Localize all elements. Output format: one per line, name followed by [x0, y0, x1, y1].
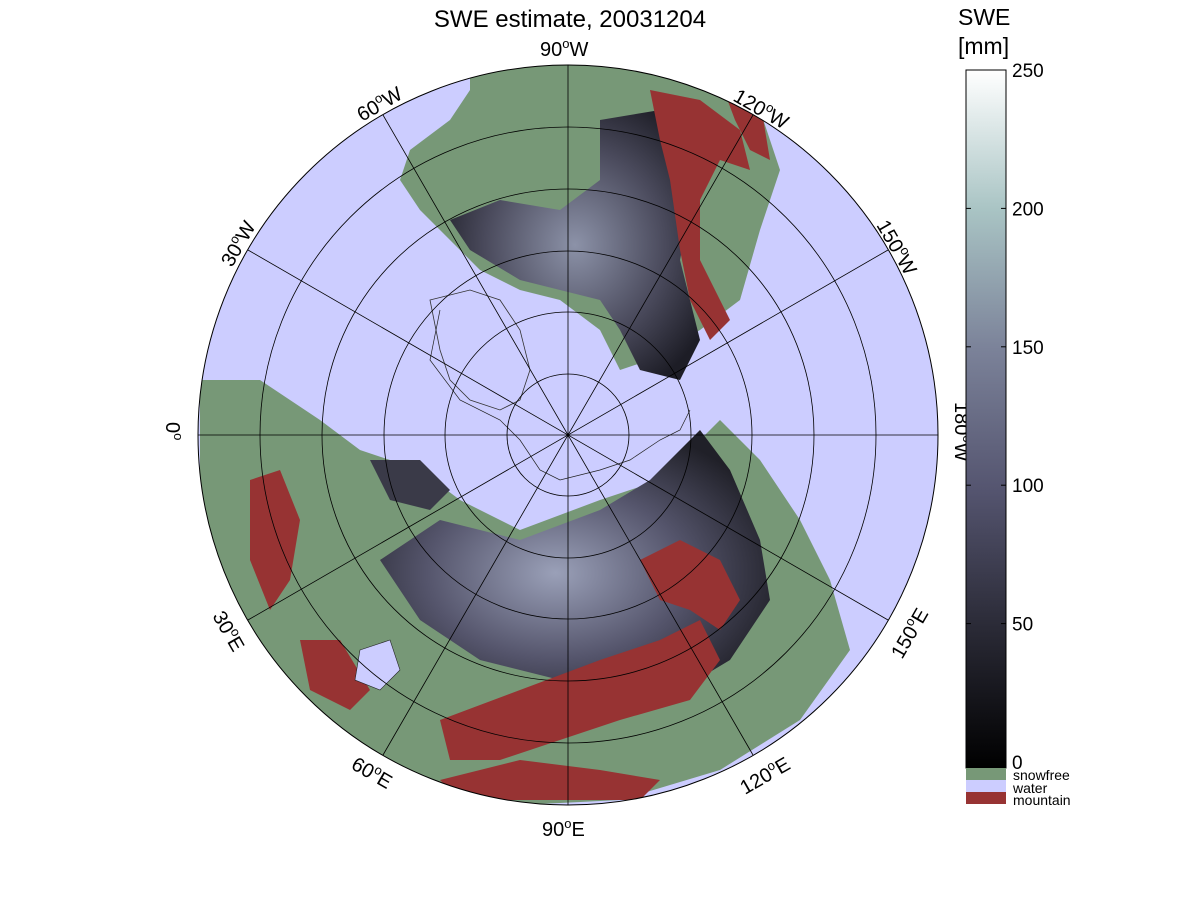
lon-label-0: 0o — [161, 422, 186, 440]
colorbar: 0 50 100 150 200 250 snowfree water mountain — [965, 61, 1071, 808]
mountain-alps-caucasus — [250, 470, 300, 610]
legend-label-mountain: mountain — [1013, 792, 1071, 808]
mountain-rockies — [650, 90, 750, 340]
legend-swatch-snowfree — [966, 768, 1006, 780]
longitude-labels: 90oW 120oW 150oW 180oW 150oE 120oE 90oE … — [161, 36, 975, 841]
legend-label-snowfree: snowfree — [1013, 767, 1070, 783]
colorbar-ticks: 0 50 100 150 200 250 — [966, 61, 1044, 774]
legend-label-water: water — [1012, 780, 1048, 796]
greenland — [429, 289, 531, 411]
colorbar-gradient — [965, 69, 1007, 769]
colorbar-tick-label-4: 200 — [1012, 199, 1044, 220]
colorbar-title-line1: SWE — [958, 4, 1011, 30]
lon-label-90e: 90oE — [542, 816, 585, 841]
colorbar-tick-label-0: 0 — [1012, 753, 1023, 774]
legend-swatch-mountain — [966, 792, 1006, 804]
mountain-europe-south — [300, 640, 370, 710]
chart-title: SWE estimate, 20031204 — [433, 6, 707, 33]
sea-ice-outline — [429, 309, 691, 481]
lon-label-90w: 90oW — [540, 36, 588, 61]
legend-swatch-water — [966, 780, 1006, 792]
mountain-central-asia — [440, 620, 720, 760]
mountain-himalaya — [440, 760, 660, 800]
snowcover-scandinavia — [370, 460, 450, 510]
colorbar-tick-label-5: 250 — [1012, 61, 1044, 82]
colorbar-tick-label-2: 100 — [1012, 476, 1044, 497]
colorbar-title-line2: [mm] — [958, 33, 1010, 59]
snowcover-north-america — [450, 110, 700, 380]
colorbar-tick-label-3: 150 — [1012, 338, 1044, 359]
colorbar-tick-label-1: 50 — [1012, 615, 1033, 636]
graticule — [197, 64, 939, 806]
mountain-east-siberia — [640, 540, 740, 630]
black-caspian-sea — [354, 639, 401, 691]
